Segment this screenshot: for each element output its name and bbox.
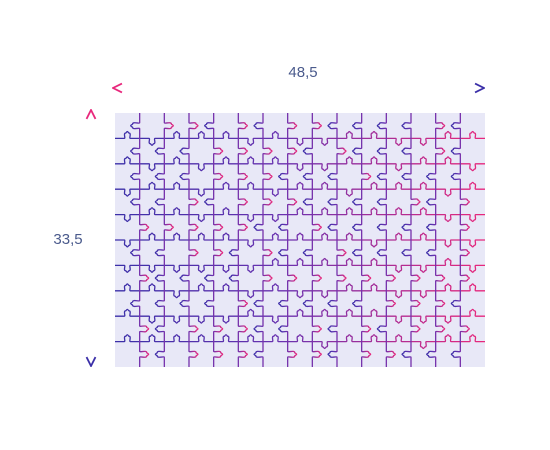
puzzle-row-cut bbox=[115, 334, 485, 350]
height-dimension: 33,5 bbox=[53, 110, 91, 366]
puzzle-row-cut bbox=[115, 257, 485, 273]
puzzle-board bbox=[115, 113, 485, 367]
puzzle-row-cut bbox=[115, 283, 485, 299]
puzzle-row-cut bbox=[115, 130, 485, 146]
puzzle-row-cut bbox=[115, 308, 485, 324]
puzzle-background bbox=[115, 113, 485, 367]
puzzle-column-cut bbox=[327, 113, 347, 367]
puzzle-column-cut bbox=[204, 113, 224, 367]
puzzle-column-cut bbox=[450, 113, 470, 367]
puzzle-column-cut bbox=[179, 113, 199, 367]
puzzle-column-cut bbox=[278, 113, 298, 367]
puzzle-row-cut bbox=[115, 207, 485, 223]
puzzle-column-cut bbox=[376, 113, 396, 367]
width-label: 48,5 bbox=[288, 64, 317, 81]
puzzle-column-cut bbox=[130, 113, 150, 367]
puzzle-column-cut bbox=[253, 113, 273, 367]
puzzle-column-cut bbox=[154, 113, 174, 367]
puzzle-column-cut bbox=[426, 113, 446, 367]
puzzle-column-cut bbox=[401, 113, 421, 367]
puzzle-row-cut bbox=[115, 156, 485, 172]
puzzle-cut-lines bbox=[115, 113, 485, 367]
height-label: 33,5 bbox=[53, 231, 82, 248]
puzzle-column-cut bbox=[228, 113, 248, 367]
puzzle-column-cut bbox=[352, 113, 372, 367]
puzzle-column-cut bbox=[302, 113, 322, 367]
puzzle-row-cut bbox=[115, 232, 485, 248]
width-dimension: 48,5 bbox=[113, 64, 484, 88]
puzzle-row-cut bbox=[115, 181, 485, 197]
